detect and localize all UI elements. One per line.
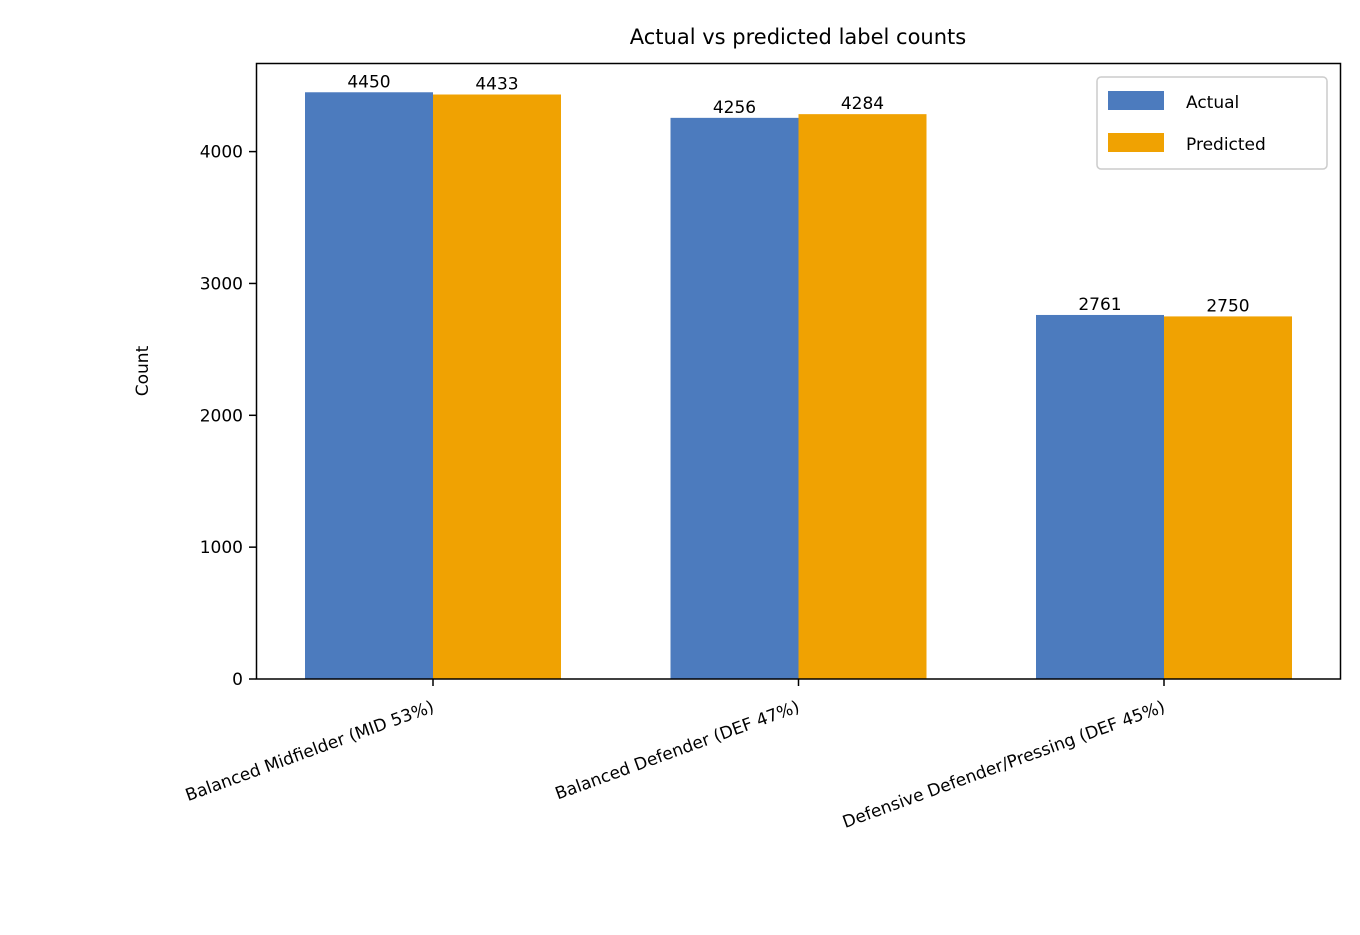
legend: Actual Predicted (1096, 76, 1328, 170)
data-label: 4256 (713, 98, 756, 118)
plot-frame (255, 62, 1342, 680)
bar-predicted-0 (433, 94, 561, 680)
y-tick-label: 3000 (200, 274, 243, 294)
legend-swatch-actual (1108, 91, 1164, 110)
legend-swatch-predicted (1108, 133, 1164, 152)
bar-actual-2 (1036, 314, 1164, 679)
chart-title: Actual vs predicted label counts (630, 25, 966, 49)
data-label: 4450 (347, 72, 390, 92)
y-tick-label: 0 (232, 670, 243, 690)
data-label: 2750 (1206, 296, 1249, 316)
data-label: 2761 (1078, 295, 1121, 315)
bar-predicted-2 (1164, 316, 1292, 679)
bar-predicted-1 (798, 114, 927, 679)
legend-box (1096, 76, 1328, 170)
y-tick-label: 4000 (200, 143, 243, 163)
y-tick-label: 1000 (200, 538, 243, 558)
x-tick-label: Balanced Defender (DEF 47%) (553, 697, 803, 804)
y-tick-label: 2000 (200, 406, 243, 426)
data-label: 4433 (475, 75, 518, 95)
bar-actual-0 (305, 92, 433, 679)
legend-label-actual: Actual (1186, 93, 1239, 113)
bar-actual-1 (670, 117, 799, 680)
data-label: 4284 (841, 94, 884, 114)
y-axis-label: Count (133, 345, 153, 396)
x-tick-label: Balanced Midfielder (MID 53%) (183, 697, 437, 806)
legend-label-predicted: Predicted (1186, 135, 1266, 155)
x-tick-label: Defensive Defender/Pressing (DEF 45%) (840, 697, 1168, 833)
